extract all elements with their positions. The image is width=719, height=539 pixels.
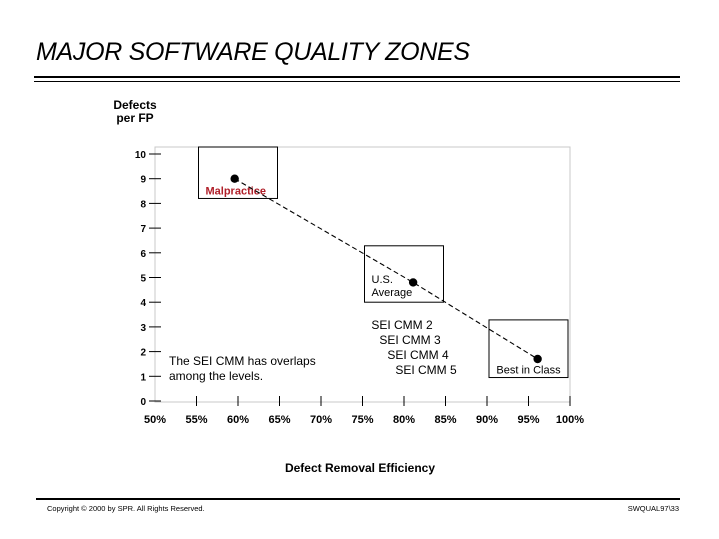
sei-level-label: SEI CMM 5 (395, 363, 457, 377)
x-tick-label: 80% (393, 414, 415, 426)
y-tick-label: 9 (140, 175, 146, 186)
series-line (234, 178, 538, 360)
footer-rule (36, 498, 680, 500)
x-tick-label: 75% (351, 414, 373, 426)
quality-zones-chart: Defects per FP Defect Removal Efficiency… (113, 98, 584, 475)
title-rule (34, 76, 680, 78)
zone-box (488, 319, 569, 379)
x-tick-label: 60% (227, 414, 249, 426)
overlap-note: The SEI CMM has overlaps (169, 354, 316, 368)
copyright-text: Copyright © 2000 by SPR. All Rights Rese… (47, 504, 205, 513)
x-tick-label: 90% (476, 414, 498, 426)
title-rule-thin (34, 81, 680, 82)
zone-box (364, 245, 444, 303)
y-axis-title-line1: Defects (113, 98, 157, 112)
zone-label-line: U.S. (372, 274, 393, 286)
x-tick-label: 55% (185, 414, 207, 426)
overlap-note: among the levels. (169, 369, 263, 383)
y-tick-label: 8 (140, 199, 146, 210)
zone-label-line: Average (372, 287, 413, 299)
x-tick-label: 50% (144, 414, 166, 426)
x-tick-label: 95% (517, 414, 539, 426)
y-tick-label: 4 (140, 298, 146, 309)
axes-layer: 0 1 2 3 4 5 6 7 8 9 10 50% 55% 60% 65% 70% 75% 80% 85% 90% 9… (135, 150, 584, 426)
slide-id: SWQUAL97\33 (627, 504, 679, 513)
y-tick-label: 3 (140, 323, 146, 334)
x-tick-label: 65% (268, 414, 290, 426)
zone-label: Best in Class (496, 365, 561, 377)
y-tick-label: 5 (140, 274, 146, 285)
y-tick-label: 2 (140, 348, 146, 359)
sei-level-label: SEI CMM 4 (387, 348, 449, 362)
x-tick-label: 85% (434, 414, 456, 426)
x-tick-label: 100% (556, 414, 584, 426)
sei-level-label: SEI CMM 2 (371, 318, 433, 332)
y-axis-title-line2: per FP (116, 111, 153, 125)
data-point (533, 354, 542, 364)
sei-level-label: SEI CMM 3 (379, 333, 441, 347)
y-tick-label: 7 (140, 224, 146, 235)
data-point (408, 278, 418, 287)
y-tick-label: 1 (140, 372, 146, 383)
slide-title: MAJOR SOFTWARE QUALITY ZONES (36, 38, 470, 66)
y-tick-label: 10 (135, 150, 147, 161)
x-tick-label: 70% (310, 414, 332, 426)
y-tick-label: 0 (140, 397, 146, 408)
data-point (230, 174, 239, 183)
x-axis-title: Defect Removal Efficiency (285, 461, 435, 475)
y-tick-label: 6 (140, 249, 146, 260)
zone-box (198, 146, 278, 199)
series-layer (230, 174, 542, 364)
